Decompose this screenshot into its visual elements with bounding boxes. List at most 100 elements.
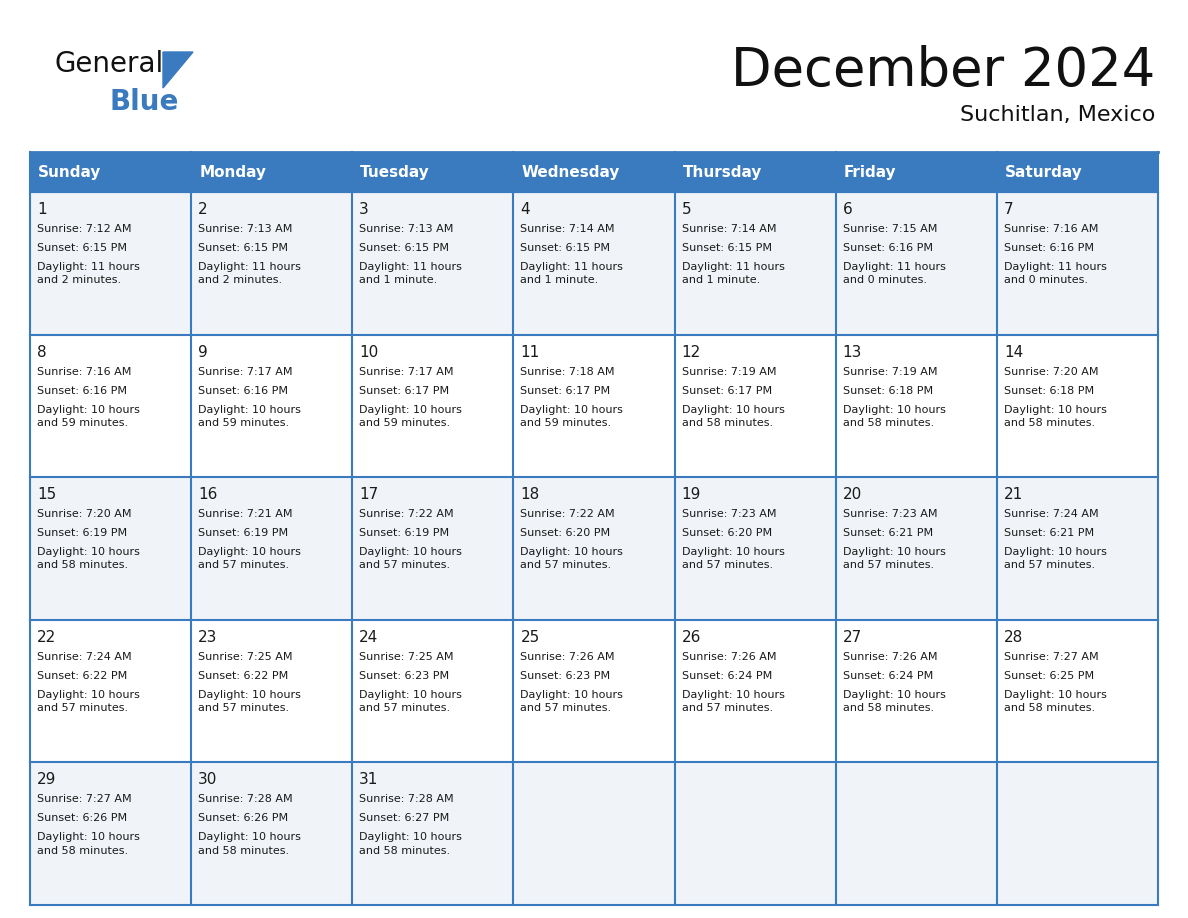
Text: Sunset: 6:15 PM: Sunset: 6:15 PM [37,243,127,253]
Text: Sunrise: 7:13 AM: Sunrise: 7:13 AM [198,224,292,234]
Text: Daylight: 11 hours
and 0 minutes.: Daylight: 11 hours and 0 minutes. [842,262,946,285]
Text: Sunset: 6:20 PM: Sunset: 6:20 PM [520,528,611,538]
Text: Daylight: 10 hours
and 58 minutes.: Daylight: 10 hours and 58 minutes. [682,405,784,428]
Text: Sunrise: 7:22 AM: Sunrise: 7:22 AM [520,509,615,520]
Text: Sunset: 6:27 PM: Sunset: 6:27 PM [359,813,449,823]
Text: Sunset: 6:22 PM: Sunset: 6:22 PM [198,671,289,681]
Text: 21: 21 [1004,487,1023,502]
Text: Daylight: 10 hours
and 58 minutes.: Daylight: 10 hours and 58 minutes. [359,833,462,856]
Text: Daylight: 11 hours
and 1 minute.: Daylight: 11 hours and 1 minute. [682,262,784,285]
Text: 5: 5 [682,202,691,217]
Bar [835,763,997,905]
Text: Sunset: 6:19 PM: Sunset: 6:19 PM [37,528,127,538]
Bar [997,334,1158,477]
Text: Sunrise: 7:15 AM: Sunrise: 7:15 AM [842,224,937,234]
Text: 24: 24 [359,630,379,644]
Text: 14: 14 [1004,344,1023,360]
Text: Sunset: 6:23 PM: Sunset: 6:23 PM [359,671,449,681]
Text: Daylight: 10 hours
and 57 minutes.: Daylight: 10 hours and 57 minutes. [520,547,624,570]
Text: Sunday: Sunday [38,164,101,180]
Text: Sunrise: 7:26 AM: Sunrise: 7:26 AM [842,652,937,662]
Text: Sunset: 6:15 PM: Sunset: 6:15 PM [359,243,449,253]
Text: Wednesday: Wednesday [522,164,620,180]
Text: Sunset: 6:17 PM: Sunset: 6:17 PM [520,386,611,396]
Text: Blue: Blue [110,88,179,116]
Text: Sunset: 6:16 PM: Sunset: 6:16 PM [1004,243,1094,253]
Bar [513,192,675,334]
Polygon shape [163,52,192,88]
Text: Sunrise: 7:18 AM: Sunrise: 7:18 AM [520,366,615,376]
Text: Saturday: Saturday [1005,164,1082,180]
Text: 18: 18 [520,487,539,502]
Text: Sunset: 6:15 PM: Sunset: 6:15 PM [520,243,611,253]
Bar [191,334,353,477]
Text: Daylight: 10 hours
and 58 minutes.: Daylight: 10 hours and 58 minutes. [37,547,140,570]
Bar [675,192,835,334]
Text: Sunrise: 7:17 AM: Sunrise: 7:17 AM [198,366,292,376]
Text: Sunset: 6:17 PM: Sunset: 6:17 PM [682,386,772,396]
Text: 8: 8 [37,344,46,360]
Text: Sunrise: 7:16 AM: Sunrise: 7:16 AM [1004,224,1098,234]
Bar [30,477,191,620]
Text: Sunset: 6:21 PM: Sunset: 6:21 PM [842,528,933,538]
Text: Daylight: 10 hours
and 59 minutes.: Daylight: 10 hours and 59 minutes. [198,405,301,428]
Text: Sunrise: 7:21 AM: Sunrise: 7:21 AM [198,509,292,520]
Bar [353,763,513,905]
Bar [675,620,835,763]
Text: Sunset: 6:24 PM: Sunset: 6:24 PM [682,671,772,681]
Text: Sunset: 6:17 PM: Sunset: 6:17 PM [359,386,449,396]
Bar [513,477,675,620]
Bar [353,477,513,620]
Text: Sunset: 6:18 PM: Sunset: 6:18 PM [1004,386,1094,396]
Text: Daylight: 10 hours
and 57 minutes.: Daylight: 10 hours and 57 minutes. [359,547,462,570]
Bar [30,763,191,905]
Bar [675,763,835,905]
Text: Sunset: 6:20 PM: Sunset: 6:20 PM [682,528,772,538]
Text: Sunset: 6:24 PM: Sunset: 6:24 PM [842,671,933,681]
Text: Sunset: 6:15 PM: Sunset: 6:15 PM [682,243,771,253]
Bar [835,192,997,334]
Text: Sunset: 6:16 PM: Sunset: 6:16 PM [198,386,289,396]
Text: Daylight: 10 hours
and 57 minutes.: Daylight: 10 hours and 57 minutes. [682,689,784,713]
Text: 19: 19 [682,487,701,502]
Bar [30,620,191,763]
Text: Daylight: 11 hours
and 2 minutes.: Daylight: 11 hours and 2 minutes. [198,262,301,285]
Bar [997,763,1158,905]
Text: Sunrise: 7:12 AM: Sunrise: 7:12 AM [37,224,132,234]
Text: Sunset: 6:16 PM: Sunset: 6:16 PM [842,243,933,253]
Text: 3: 3 [359,202,369,217]
Text: 25: 25 [520,630,539,644]
Text: 16: 16 [198,487,217,502]
Text: Daylight: 10 hours
and 58 minutes.: Daylight: 10 hours and 58 minutes. [198,833,301,856]
Text: 17: 17 [359,487,379,502]
Text: Suchitlan, Mexico: Suchitlan, Mexico [960,105,1155,125]
Bar [835,334,997,477]
Bar [353,620,513,763]
Text: General: General [55,50,164,78]
Text: 20: 20 [842,487,862,502]
Text: Sunset: 6:22 PM: Sunset: 6:22 PM [37,671,127,681]
Text: Daylight: 10 hours
and 57 minutes.: Daylight: 10 hours and 57 minutes. [198,689,301,713]
Text: December 2024: December 2024 [731,45,1155,97]
Text: 2: 2 [198,202,208,217]
Text: Sunrise: 7:19 AM: Sunrise: 7:19 AM [682,366,776,376]
Text: Sunrise: 7:23 AM: Sunrise: 7:23 AM [682,509,776,520]
Text: Sunset: 6:19 PM: Sunset: 6:19 PM [359,528,449,538]
Text: Friday: Friday [843,164,896,180]
Text: Sunrise: 7:26 AM: Sunrise: 7:26 AM [520,652,615,662]
Bar [997,477,1158,620]
Bar [30,334,191,477]
Bar [835,477,997,620]
Text: Sunset: 6:19 PM: Sunset: 6:19 PM [198,528,289,538]
Text: Daylight: 11 hours
and 1 minute.: Daylight: 11 hours and 1 minute. [520,262,624,285]
Text: 23: 23 [198,630,217,644]
Text: Daylight: 10 hours
and 57 minutes.: Daylight: 10 hours and 57 minutes. [359,689,462,713]
Text: Sunrise: 7:19 AM: Sunrise: 7:19 AM [842,366,937,376]
Text: Daylight: 10 hours
and 58 minutes.: Daylight: 10 hours and 58 minutes. [1004,689,1107,713]
Text: Thursday: Thursday [683,164,762,180]
Text: Daylight: 11 hours
and 0 minutes.: Daylight: 11 hours and 0 minutes. [1004,262,1107,285]
Text: Sunset: 6:23 PM: Sunset: 6:23 PM [520,671,611,681]
Text: 13: 13 [842,344,862,360]
Text: 6: 6 [842,202,853,217]
Bar [191,763,353,905]
